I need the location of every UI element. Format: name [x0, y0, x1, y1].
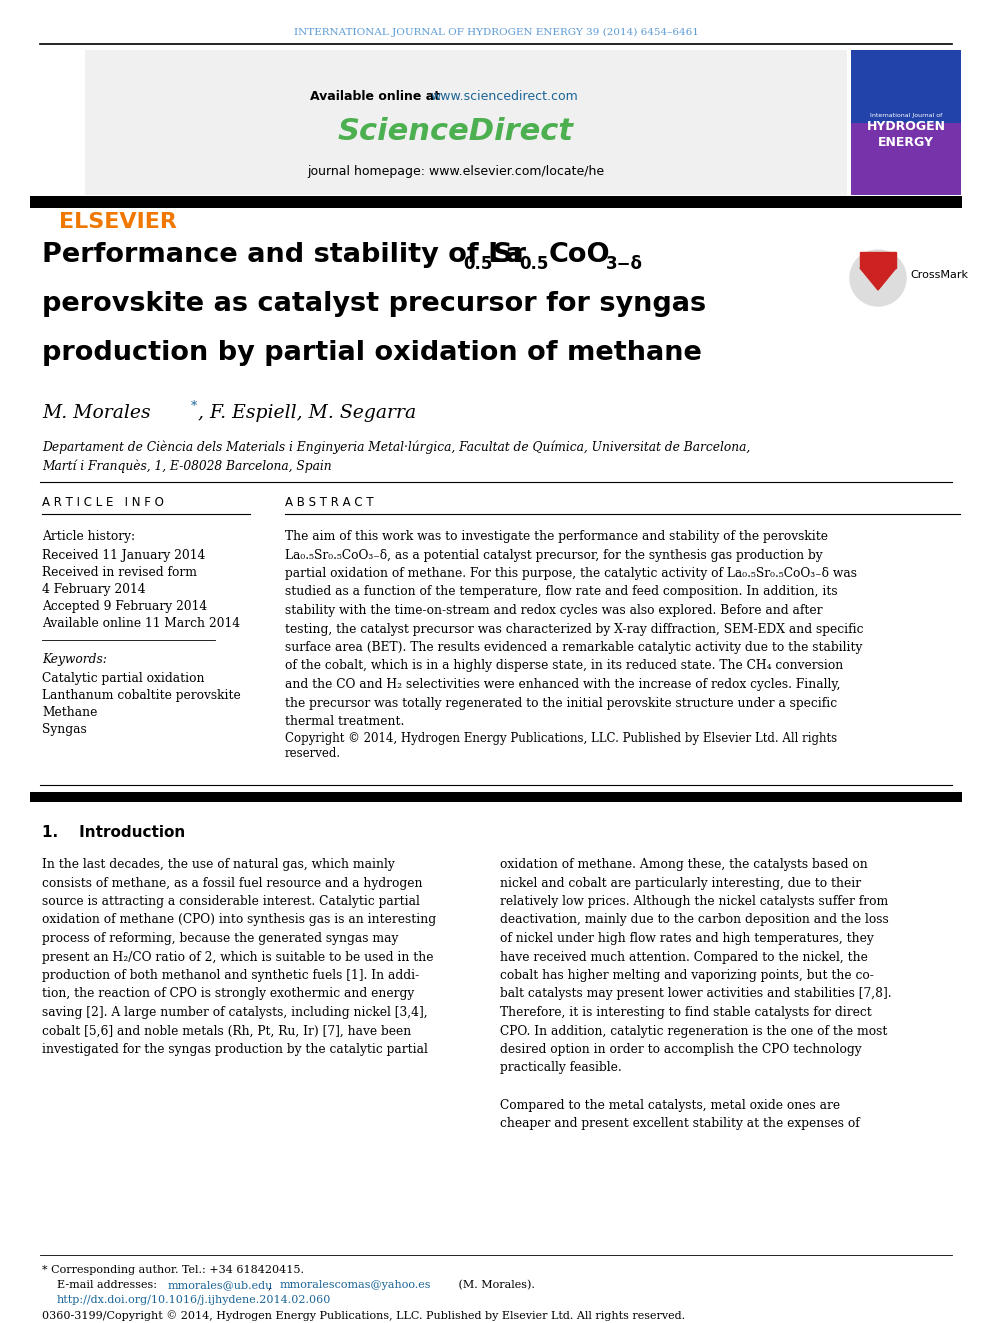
Text: CrossMark: CrossMark: [910, 270, 968, 280]
Text: oxidation of methane. Among these, the catalysts based on
nickel and cobalt are : oxidation of methane. Among these, the c…: [500, 859, 892, 1130]
Text: 0.5: 0.5: [519, 255, 549, 273]
Text: Received 11 January 2014: Received 11 January 2014: [42, 549, 205, 562]
Text: ENERGY: ENERGY: [878, 136, 934, 149]
Text: Accepted 9 February 2014: Accepted 9 February 2014: [42, 601, 207, 613]
Text: 3−δ: 3−δ: [606, 255, 643, 273]
Text: The aim of this work was to investigate the performance and stability of the per: The aim of this work was to investigate …: [285, 531, 863, 728]
Text: A R T I C L E   I N F O: A R T I C L E I N F O: [42, 496, 164, 509]
Text: *: *: [191, 400, 197, 413]
Text: Received in revised form: Received in revised form: [42, 566, 197, 579]
Text: 1.    Introduction: 1. Introduction: [42, 826, 186, 840]
FancyBboxPatch shape: [85, 50, 847, 194]
Text: 4 February 2014: 4 February 2014: [42, 583, 146, 595]
Text: * Corresponding author. Tel.: +34 618420415.: * Corresponding author. Tel.: +34 618420…: [42, 1265, 304, 1275]
Text: INTERNATIONAL JOURNAL OF HYDROGEN ENERGY 39 (2014) 6454–6461: INTERNATIONAL JOURNAL OF HYDROGEN ENERGY…: [294, 28, 698, 37]
Text: Catalytic partial oxidation: Catalytic partial oxidation: [42, 672, 204, 685]
Text: Methane: Methane: [42, 706, 97, 718]
Text: Article history:: Article history:: [42, 531, 135, 542]
Text: In the last decades, the use of natural gas, which mainly
consists of methane, a: In the last decades, the use of natural …: [42, 859, 436, 1056]
Text: ELSEVIER: ELSEVIER: [60, 212, 177, 232]
Text: E-mail addresses:: E-mail addresses:: [57, 1279, 161, 1290]
Text: production by partial oxidation of methane: production by partial oxidation of metha…: [42, 340, 702, 366]
Text: 0.5: 0.5: [463, 255, 492, 273]
Text: 0360-3199/Copyright © 2014, Hydrogen Energy Publications, LLC. Published by Else: 0360-3199/Copyright © 2014, Hydrogen Ene…: [42, 1310, 685, 1320]
FancyBboxPatch shape: [851, 50, 961, 194]
Circle shape: [850, 250, 906, 306]
Text: Copyright © 2014, Hydrogen Energy Publications, LLC. Published by Elsevier Ltd. : Copyright © 2014, Hydrogen Energy Public…: [285, 732, 837, 759]
Text: (M. Morales).: (M. Morales).: [455, 1279, 535, 1290]
Text: journal homepage: www.elsevier.com/locate/he: journal homepage: www.elsevier.com/locat…: [308, 165, 604, 179]
Text: CoO: CoO: [549, 242, 611, 269]
Text: Available online 11 March 2014: Available online 11 March 2014: [42, 617, 240, 630]
FancyBboxPatch shape: [30, 792, 962, 802]
Text: Lanthanum cobaltite perovskite: Lanthanum cobaltite perovskite: [42, 689, 241, 703]
Text: perovskite as catalyst precursor for syngas: perovskite as catalyst precursor for syn…: [42, 291, 706, 318]
Text: ,: ,: [268, 1279, 275, 1290]
Text: Available online at: Available online at: [310, 90, 444, 103]
Text: Performance and stability of La: Performance and stability of La: [42, 242, 524, 269]
FancyBboxPatch shape: [851, 123, 961, 194]
Text: www.sciencedirect.com: www.sciencedirect.com: [430, 90, 577, 103]
Text: Martí i Franquès, 1, E-08028 Barcelona, Spain: Martí i Franquès, 1, E-08028 Barcelona, …: [42, 459, 331, 472]
Polygon shape: [860, 251, 896, 269]
Text: International Journal of: International Journal of: [870, 112, 942, 118]
Text: mmorales@ub.edu: mmorales@ub.edu: [168, 1279, 274, 1290]
Polygon shape: [860, 269, 896, 290]
Text: http://dx.doi.org/10.1016/j.ijhydene.2014.02.060: http://dx.doi.org/10.1016/j.ijhydene.201…: [57, 1295, 331, 1304]
Text: A B S T R A C T: A B S T R A C T: [285, 496, 374, 509]
Text: , F. Espiell, M. Segarra: , F. Espiell, M. Segarra: [198, 404, 416, 422]
Text: ScienceDirect: ScienceDirect: [338, 118, 574, 147]
Text: Keywords:: Keywords:: [42, 654, 107, 665]
Text: mmoralescomas@yahoo.es: mmoralescomas@yahoo.es: [280, 1279, 432, 1290]
Text: M. Morales: M. Morales: [42, 404, 151, 422]
FancyBboxPatch shape: [30, 196, 962, 208]
Text: Sr: Sr: [493, 242, 526, 269]
Text: Syngas: Syngas: [42, 722, 86, 736]
Text: HYDROGEN: HYDROGEN: [866, 120, 945, 134]
Text: Departament de Ciència dels Materials i Enginyeria Metal·lúrgica, Facultat de Qu: Departament de Ciència dels Materials i …: [42, 441, 750, 454]
